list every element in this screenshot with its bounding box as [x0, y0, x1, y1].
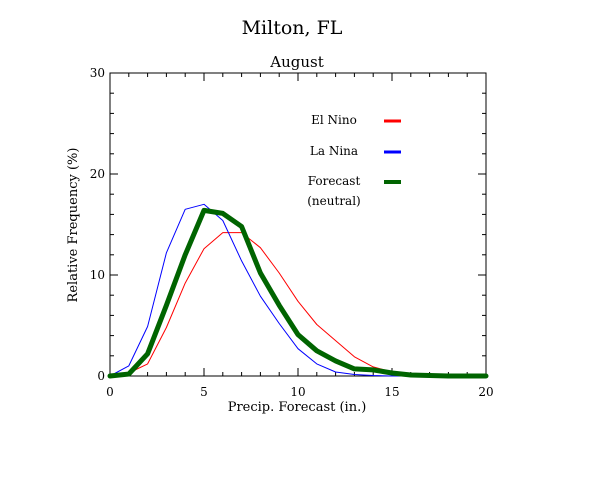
series-line-la-nina: [109, 203, 487, 377]
series-line-forecast: [107, 207, 489, 379]
y-axis-label: Relative Frequency (%): [66, 148, 81, 303]
y-tick-label: 0: [97, 369, 105, 383]
chart-title: Milton, FL: [242, 17, 343, 39]
chart-subtitle: August: [269, 53, 323, 71]
y-tick-label: 10: [90, 268, 105, 282]
x-axis-label: Precip. Forecast (in.): [228, 400, 367, 415]
legend-label-la-nina: La Nina: [310, 144, 358, 158]
x-tick-label: 10: [290, 385, 305, 399]
axis-tick-labels: 0 5 10 15 20 0 10 20 30: [90, 66, 494, 399]
x-tick-label: 5: [200, 385, 208, 399]
legend-label-forecast-neutral: (neutral): [307, 194, 360, 208]
series-lines: [107, 203, 489, 379]
x-tick-label: 15: [384, 385, 399, 399]
y-tick-label: 20: [90, 167, 105, 181]
legend-label-el-nino: El Nino: [311, 113, 357, 127]
x-tick-label: 0: [106, 385, 114, 399]
x-tick-label: 20: [478, 385, 493, 399]
y-tick-label: 30: [90, 66, 105, 80]
legend-label-forecast: Forecast: [308, 174, 361, 188]
legend: El Nino La Nina Forecast (neutral): [307, 113, 401, 208]
